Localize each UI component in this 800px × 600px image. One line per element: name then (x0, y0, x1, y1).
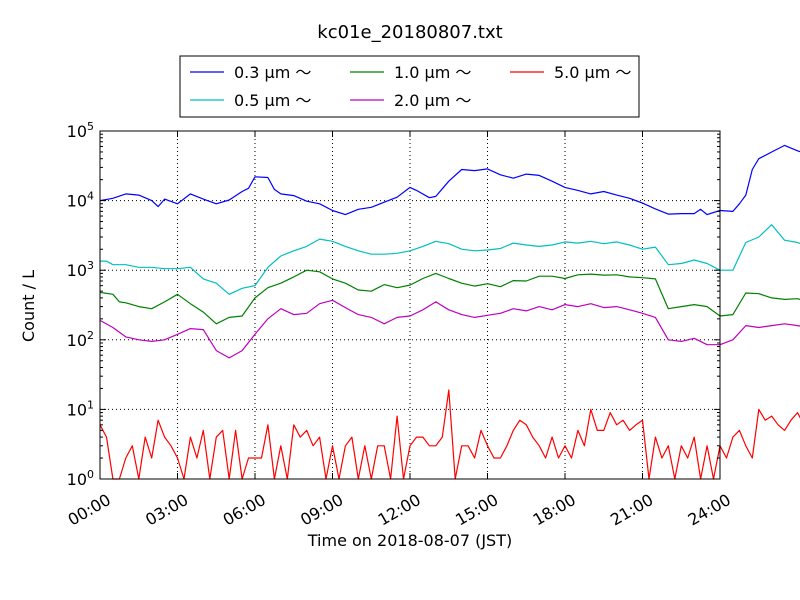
legend-label-1: 0.5 μm ～ (234, 91, 311, 110)
plot-background (100, 131, 720, 479)
y-axis-label: Count / L (19, 270, 38, 342)
y-tick-label: 102 (67, 329, 94, 350)
x-tick-label: 09:00 (297, 490, 346, 530)
legend-box (179, 55, 640, 118)
x-tick-label: 24:00 (685, 490, 734, 530)
x-tick-label: 06:00 (220, 490, 269, 530)
y-tick-label: 101 (67, 398, 94, 419)
y-tick-label: 103 (67, 259, 94, 280)
series-line-1 (100, 224, 800, 295)
y-tick-label: 104 (67, 190, 94, 211)
legend-label-3: 2.0 μm ～ (394, 91, 471, 110)
x-axis-label: Time on 2018-08-07 (JST) (307, 531, 512, 550)
grid-lines (100, 131, 720, 479)
legend-label-2: 1.0 μm ～ (394, 63, 471, 82)
x-tick-label: 12:00 (375, 490, 424, 530)
x-tick-label: 03:00 (142, 490, 191, 530)
legend-label-4: 5.0 μm ～ (554, 63, 631, 82)
series-line-3 (99, 299, 800, 359)
y-tick-label: 100 (67, 468, 94, 489)
series-line-0 (99, 144, 800, 216)
legend-label-0: 0.3 μm ～ (234, 63, 311, 82)
x-tick-label: 15:00 (452, 490, 501, 530)
x-tick-label: 21:00 (607, 490, 656, 530)
legend: 0.3 μm ～ 0.5 μm ～ 1.0 μm ～ 2.0 μm ～ 5.0 μm ～ (179, 55, 640, 118)
series-line-2 (99, 269, 800, 325)
x-tick-label: 18:00 (530, 490, 579, 530)
x-tick-label: 00:00 (65, 490, 114, 530)
chart-title: kc01e_20180807.txt (317, 22, 502, 43)
y-tick-label: 105 (67, 120, 94, 141)
